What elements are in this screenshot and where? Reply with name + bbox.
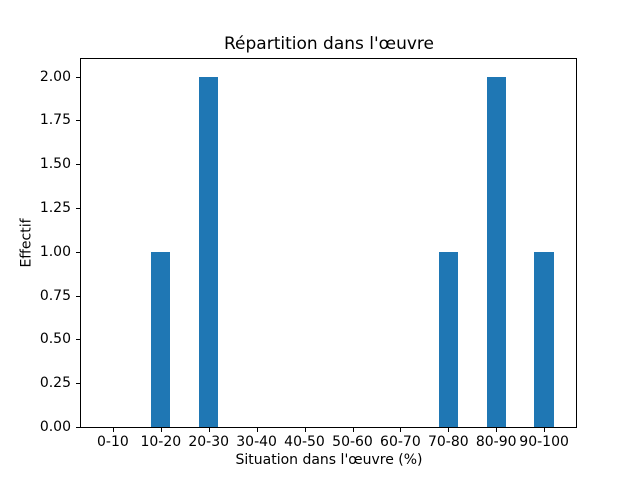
y-tick-mark — [76, 295, 80, 297]
x-tick-label: 70-80 — [427, 434, 469, 450]
y-tick-label: 0.50 — [39, 331, 71, 348]
y-tick-mark — [76, 208, 80, 209]
x-tick-mark — [400, 428, 402, 432]
y-tick-mark — [76, 76, 80, 78]
x-tick-label: 90-100 — [519, 434, 569, 450]
x-tick-label: 50-60 — [332, 434, 373, 450]
y-tick-label: 0.75 — [39, 287, 71, 304]
x-tick-mark — [448, 428, 450, 432]
x-axis-label: Situation dans l'œuvre (%) — [235, 452, 423, 468]
x-tick-label: 80-90 — [475, 434, 517, 450]
y-tick-mark — [76, 427, 80, 428]
y-tick-mark — [76, 251, 80, 253]
y-tick-label: 0.25 — [39, 375, 71, 392]
bar-70-80 — [438, 251, 458, 427]
y-tick-label: 1.25 — [39, 200, 71, 216]
plot-area — [80, 58, 577, 428]
y-tick-mark — [76, 164, 80, 166]
x-tick-mark — [208, 428, 210, 432]
x-tick-mark — [304, 428, 306, 432]
x-tick-label: 20-30 — [188, 434, 230, 450]
x-tick-mark — [256, 428, 258, 432]
x-tick-mark — [496, 428, 498, 432]
chart-title: Répartition dans l'œuvre — [223, 34, 434, 54]
x-tick-label: 40-50 — [284, 434, 325, 450]
bar-80-90 — [486, 76, 506, 427]
x-tick-mark — [544, 428, 546, 432]
x-tick-mark — [112, 428, 114, 432]
x-tick-mark — [352, 428, 354, 432]
y-tick-mark — [76, 339, 80, 341]
y-tick-mark — [76, 120, 80, 122]
bar-90-100 — [534, 251, 554, 427]
bar-20-30 — [199, 76, 219, 427]
y-tick-label: 1.50 — [39, 156, 71, 173]
y-tick-label: 1.75 — [39, 112, 71, 129]
x-tick-label: 10-20 — [140, 434, 182, 450]
y-tick-label: 2.00 — [39, 68, 71, 85]
x-tick-label: 30-40 — [236, 434, 277, 450]
y-tick-label: 0.00 — [39, 419, 71, 435]
x-tick-mark — [160, 428, 162, 432]
x-tick-label: 0-10 — [97, 434, 129, 450]
y-tick-mark — [76, 383, 80, 385]
y-tick-label: 1.00 — [39, 243, 71, 260]
bar-10-20 — [151, 251, 171, 427]
x-tick-label: 60-70 — [380, 434, 421, 450]
